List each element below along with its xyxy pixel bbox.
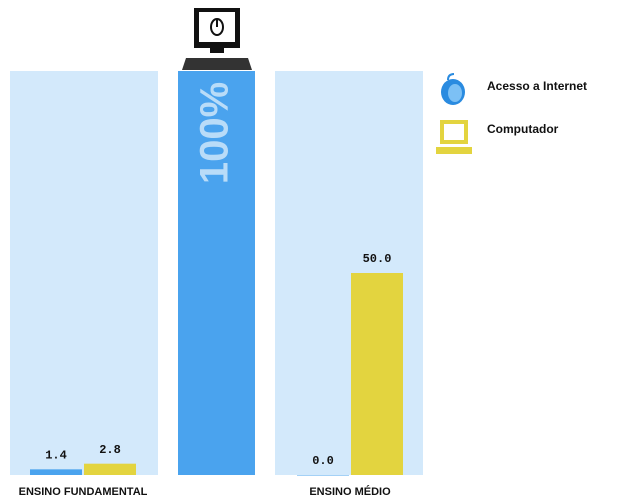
reference-label: 100%	[193, 82, 237, 184]
bar	[351, 273, 403, 475]
legend-computer-icon	[436, 120, 472, 154]
value-label: 2.8	[99, 443, 121, 457]
bar	[297, 475, 349, 476]
bar	[30, 469, 82, 475]
bar	[84, 463, 136, 475]
x-tick-label: ENSINO FUNDAMENTAL	[19, 486, 148, 498]
legend-label: Acesso a Internet	[487, 79, 587, 93]
value-label: 1.4	[45, 449, 67, 463]
panel-background	[10, 71, 158, 475]
computer-icon	[182, 8, 252, 70]
value-label: 0.0	[312, 454, 334, 468]
reference-bar	[178, 71, 255, 475]
legend-label: Computador	[487, 122, 559, 136]
x-tick-label: ENSINO MÉDIO	[309, 485, 391, 498]
value-label: 50.0	[363, 252, 392, 266]
legend-mouse-icon	[441, 73, 465, 105]
